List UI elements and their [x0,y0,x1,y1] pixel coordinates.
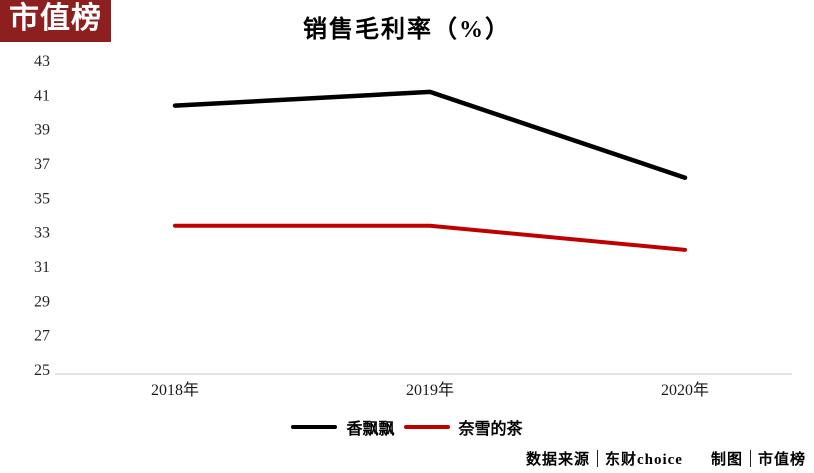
y-tick-label: 39 [34,122,50,139]
credit-value: 市值榜 [757,452,806,468]
legend-item-naixue: 奈雪的茶 [403,415,523,439]
source-label: 数据来源 [525,452,590,468]
separator [749,450,751,467]
chart-legend: 香飘飘 奈雪的茶 [0,415,814,439]
y-tick-label: 43 [34,53,50,70]
brand-logo: 市值榜 [0,0,111,42]
page-title: 销售毛利率（%） [303,17,511,43]
legend-label: 奈雪的茶 [458,421,523,438]
y-tick-label: 25 [34,362,50,379]
separator [596,450,598,467]
legend-label: 香飘飘 [346,421,395,438]
y-tick-label: 35 [34,190,50,207]
data-series-0 [172,89,688,180]
y-tick-label: 33 [34,225,50,242]
legend-line-swatch-red [403,425,450,429]
legend-item-xiangpiaopiao: 香飘飘 [291,415,395,439]
x-tick-label: 2019年 [406,381,454,399]
source-value: 东财choice [604,452,683,468]
credit-label: 制图 [710,452,743,468]
y-tick-label: 37 [34,156,50,173]
data-series-1 [173,223,687,252]
line-chart: 43 41 39 37 35 33 31 29 27 25 2018年 2019年 2020年 [34,53,792,399]
y-tick-label: 31 [34,259,50,276]
legend-line-swatch-black [291,425,338,429]
y-tick-label: 29 [34,293,50,310]
y-tick-label: 27 [34,328,50,345]
y-tick-label: 41 [34,87,50,104]
x-tick-label: 2020年 [661,381,709,399]
source-credit: 数据来源 东财choice 制图 市值榜 [526,448,806,469]
x-tick-label: 2018年 [151,381,199,399]
